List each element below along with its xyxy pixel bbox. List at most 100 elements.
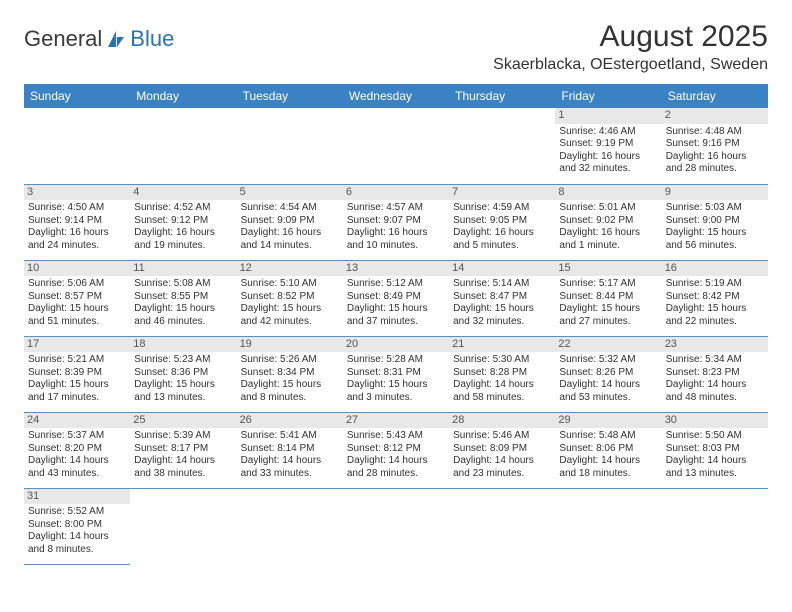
- cell-d2: and 13 minutes.: [666, 468, 764, 481]
- cell-d2: and 28 minutes.: [347, 468, 445, 481]
- cell-sr: Sunrise: 4:50 AM: [28, 202, 126, 215]
- day-number: 31: [24, 489, 130, 505]
- cell-ss: Sunset: 9:02 PM: [559, 215, 657, 228]
- day-number: 11: [130, 261, 236, 277]
- calendar-row: 31Sunrise: 5:52 AMSunset: 8:00 PMDayligh…: [24, 488, 768, 564]
- cell-ss: Sunset: 8:06 PM: [559, 443, 657, 456]
- cell-d1: Daylight: 15 hours: [666, 227, 764, 240]
- cell-d2: and 42 minutes.: [241, 316, 339, 329]
- cell-d2: and 24 minutes.: [28, 240, 126, 253]
- cell-d1: Daylight: 14 hours: [559, 379, 657, 392]
- cell-d1: Daylight: 16 hours: [559, 227, 657, 240]
- cell-ss: Sunset: 8:14 PM: [241, 443, 339, 456]
- cell-d1: Daylight: 16 hours: [666, 151, 764, 164]
- calendar-cell: [555, 488, 661, 564]
- cell-sr: Sunrise: 4:46 AM: [559, 126, 657, 139]
- cell-d1: Daylight: 14 hours: [241, 455, 339, 468]
- cell-d2: and 56 minutes.: [666, 240, 764, 253]
- cell-d1: Daylight: 16 hours: [559, 151, 657, 164]
- cell-d1: Daylight: 15 hours: [28, 379, 126, 392]
- cell-d1: Daylight: 15 hours: [241, 379, 339, 392]
- cell-d2: and 22 minutes.: [666, 316, 764, 329]
- cell-ss: Sunset: 9:19 PM: [559, 138, 657, 151]
- page-title: August 2025: [493, 20, 768, 54]
- cell-d2: and 46 minutes.: [134, 316, 232, 329]
- cell-d2: and 28 minutes.: [666, 163, 764, 176]
- day-number: 20: [343, 337, 449, 353]
- day-number: 28: [449, 413, 555, 429]
- cell-sr: Sunrise: 5:48 AM: [559, 430, 657, 443]
- calendar-cell: 28Sunrise: 5:46 AMSunset: 8:09 PMDayligh…: [449, 412, 555, 488]
- cell-sr: Sunrise: 5:46 AM: [453, 430, 551, 443]
- cell-sr: Sunrise: 4:57 AM: [347, 202, 445, 215]
- cell-ss: Sunset: 8:28 PM: [453, 367, 551, 380]
- cell-ss: Sunset: 8:36 PM: [134, 367, 232, 380]
- calendar-cell: 17Sunrise: 5:21 AMSunset: 8:39 PMDayligh…: [24, 336, 130, 412]
- cell-d1: Daylight: 16 hours: [134, 227, 232, 240]
- cell-d1: Daylight: 15 hours: [347, 303, 445, 316]
- cell-ss: Sunset: 8:52 PM: [241, 291, 339, 304]
- day-number: 12: [237, 261, 343, 277]
- day-number: 7: [449, 185, 555, 201]
- day-number: 29: [555, 413, 661, 429]
- day-number: 5: [237, 185, 343, 201]
- cell-sr: Sunrise: 5:43 AM: [347, 430, 445, 443]
- calendar-cell: 20Sunrise: 5:28 AMSunset: 8:31 PMDayligh…: [343, 336, 449, 412]
- cell-ss: Sunset: 9:12 PM: [134, 215, 232, 228]
- calendar-cell: 11Sunrise: 5:08 AMSunset: 8:55 PMDayligh…: [130, 260, 236, 336]
- cell-sr: Sunrise: 5:39 AM: [134, 430, 232, 443]
- cell-sr: Sunrise: 5:28 AM: [347, 354, 445, 367]
- cell-sr: Sunrise: 5:01 AM: [559, 202, 657, 215]
- cell-d1: Daylight: 14 hours: [666, 455, 764, 468]
- day-number: 24: [24, 413, 130, 429]
- cell-sr: Sunrise: 5:52 AM: [28, 506, 126, 519]
- calendar-row: 1Sunrise: 4:46 AMSunset: 9:19 PMDaylight…: [24, 108, 768, 184]
- cell-ss: Sunset: 8:42 PM: [666, 291, 764, 304]
- cell-ss: Sunset: 8:34 PM: [241, 367, 339, 380]
- cell-ss: Sunset: 8:44 PM: [559, 291, 657, 304]
- cell-d2: and 10 minutes.: [347, 240, 445, 253]
- cell-ss: Sunset: 8:23 PM: [666, 367, 764, 380]
- day-number: 18: [130, 337, 236, 353]
- cell-d2: and 8 minutes.: [28, 544, 126, 557]
- day-header-row: Sunday Monday Tuesday Wednesday Thursday…: [24, 84, 768, 108]
- title-block: August 2025 Skaerblacka, OEstergoetland,…: [493, 20, 768, 74]
- calendar-cell: [343, 108, 449, 184]
- calendar-cell: [130, 488, 236, 564]
- cell-d1: Daylight: 16 hours: [241, 227, 339, 240]
- cell-d2: and 5 minutes.: [453, 240, 551, 253]
- cell-sr: Sunrise: 5:34 AM: [666, 354, 764, 367]
- logo: General Blue: [24, 26, 174, 52]
- cell-sr: Sunrise: 5:26 AM: [241, 354, 339, 367]
- calendar-cell: 29Sunrise: 5:48 AMSunset: 8:06 PMDayligh…: [555, 412, 661, 488]
- cell-d2: and 14 minutes.: [241, 240, 339, 253]
- calendar-cell: 16Sunrise: 5:19 AMSunset: 8:42 PMDayligh…: [662, 260, 768, 336]
- cell-sr: Sunrise: 5:37 AM: [28, 430, 126, 443]
- day-number: 13: [343, 261, 449, 277]
- cell-d2: and 8 minutes.: [241, 392, 339, 405]
- day-number: 1: [555, 108, 661, 124]
- calendar-cell: 1 Sunrise: 4:46 AMSunset: 9:19 PMDaylight…: [555, 108, 661, 184]
- day-number: 27: [343, 413, 449, 429]
- cell-d1: Daylight: 14 hours: [453, 455, 551, 468]
- cell-ss: Sunset: 8:39 PM: [28, 367, 126, 380]
- cell-ss: Sunset: 9:14 PM: [28, 215, 126, 228]
- calendar-cell: 12Sunrise: 5:10 AMSunset: 8:52 PMDayligh…: [237, 260, 343, 336]
- cell-d2: and 18 minutes.: [559, 468, 657, 481]
- day-number: 2: [662, 108, 768, 124]
- calendar-cell: 19Sunrise: 5:26 AMSunset: 8:34 PMDayligh…: [237, 336, 343, 412]
- cell-d1: Daylight: 14 hours: [453, 379, 551, 392]
- calendar-table: Sunday Monday Tuesday Wednesday Thursday…: [24, 84, 768, 565]
- calendar-cell: [343, 488, 449, 564]
- calendar-cell: 25Sunrise: 5:39 AMSunset: 8:17 PMDayligh…: [130, 412, 236, 488]
- logo-text-1: General: [24, 26, 102, 52]
- cell-ss: Sunset: 8:20 PM: [28, 443, 126, 456]
- cell-d2: and 13 minutes.: [134, 392, 232, 405]
- calendar-cell: 7Sunrise: 4:59 AMSunset: 9:05 PMDaylight…: [449, 184, 555, 260]
- cell-d1: Daylight: 16 hours: [28, 227, 126, 240]
- cell-sr: Sunrise: 4:52 AM: [134, 202, 232, 215]
- cell-d1: Daylight: 15 hours: [559, 303, 657, 316]
- cell-d2: and 37 minutes.: [347, 316, 445, 329]
- day-number: 10: [24, 261, 130, 277]
- calendar-cell: 8Sunrise: 5:01 AMSunset: 9:02 PMDaylight…: [555, 184, 661, 260]
